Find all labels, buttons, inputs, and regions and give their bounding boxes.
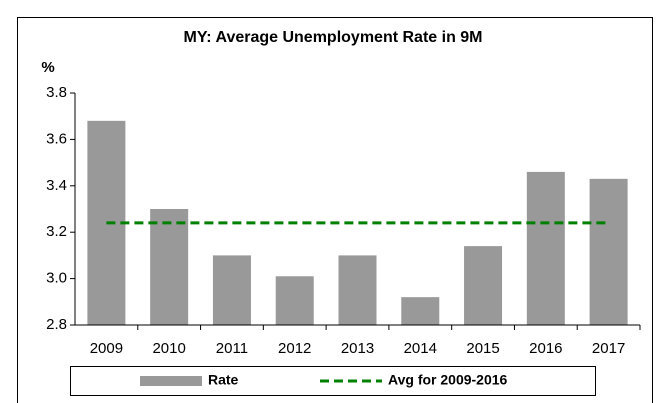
x-tick-label: 2013 [341,340,374,357]
legend-box [70,366,596,396]
bar [338,255,377,325]
x-tick-label: 2017 [592,340,625,357]
y-tick-label: 3.4 [46,177,67,194]
x-tick-label: 2010 [152,340,185,357]
bar [150,209,189,325]
y-axis-label: % [41,59,54,76]
x-tick-label: 2015 [466,340,499,357]
y-tick-label: 2.8 [46,316,67,333]
chart-frame [17,17,653,403]
x-tick-label: 2012 [278,340,311,357]
x-tick-label: 2011 [216,340,248,357]
bar [464,246,503,325]
y-tick-label: 3.0 [46,270,67,287]
bar [275,276,314,325]
legend-label: Rate [208,372,239,388]
legend-swatch [140,376,202,386]
bar [589,178,628,325]
x-tick-label: 2014 [404,340,437,357]
bar [212,255,251,325]
x-tick-label: 2009 [90,340,123,357]
legend-label: Avg for 2009-2016 [388,372,508,388]
y-tick-label: 3.6 [46,130,67,147]
bar [526,171,565,325]
bar [401,297,440,325]
chart-title: MY: Average Unemployment Rate in 9M [183,29,482,46]
x-tick-label: 2016 [529,340,562,357]
y-tick-label: 3.2 [46,223,67,240]
y-tick-label: 3.8 [46,84,67,101]
